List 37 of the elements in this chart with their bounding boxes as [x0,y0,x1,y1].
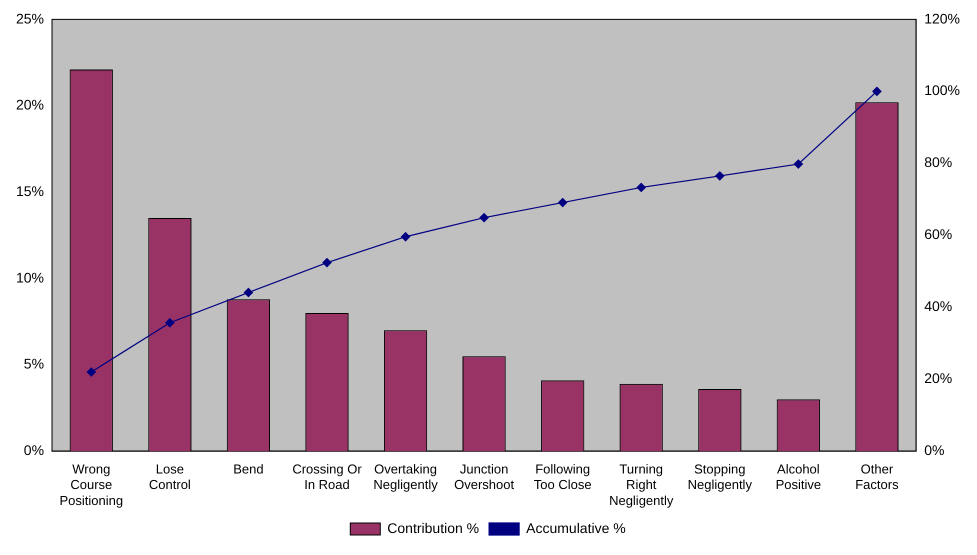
x-tick-label: Other Factors [855,462,900,492]
legend-label: Contribution % [387,520,480,536]
point [165,318,174,328]
point [636,182,646,192]
point [86,367,96,377]
y-tick-label: 20% [16,96,44,113]
y2-tick-label: 20% [924,370,952,386]
y-tick-label: 25% [16,10,44,26]
y2-tick-label: 80% [924,154,952,170]
x-tick-label: Crossing Or In Road [292,462,362,492]
point [558,198,568,208]
x-tick-label: Lose Control [148,462,191,492]
point [480,213,489,222]
y-tick-label: 5% [24,356,44,372]
y-tick-label: 0% [24,442,44,458]
point [715,171,724,181]
x-tick-label: Junction Overshoot [454,462,514,492]
y2-tick-label: 40% [924,298,952,314]
point [400,232,410,242]
y2-tick-label: 60% [924,226,952,242]
x-tick-label: Overtaking Negligently [373,462,438,492]
point [244,288,254,298]
point [794,159,803,169]
point [322,258,332,268]
x-tick-label: Wrong Course Positioning [59,462,124,508]
x-tick-label: Bend [233,462,264,477]
point [872,86,882,96]
y2-tick-label: 0% [924,442,944,458]
y-tick-label: 15% [16,182,44,199]
x-tick-label: Stopping Negligently [688,462,752,492]
x-tick-label: Following Too Close [534,462,592,492]
legend-label: Accumulative % [526,520,626,536]
y2-tick-label: 120% [924,10,960,26]
y-tick-label: 10% [16,269,44,286]
x-tick-label: Turning Right Negligently [609,462,674,508]
x-tick-label: Alcohol Positive [776,462,822,492]
y2-tick-label: 100% [924,82,960,98]
